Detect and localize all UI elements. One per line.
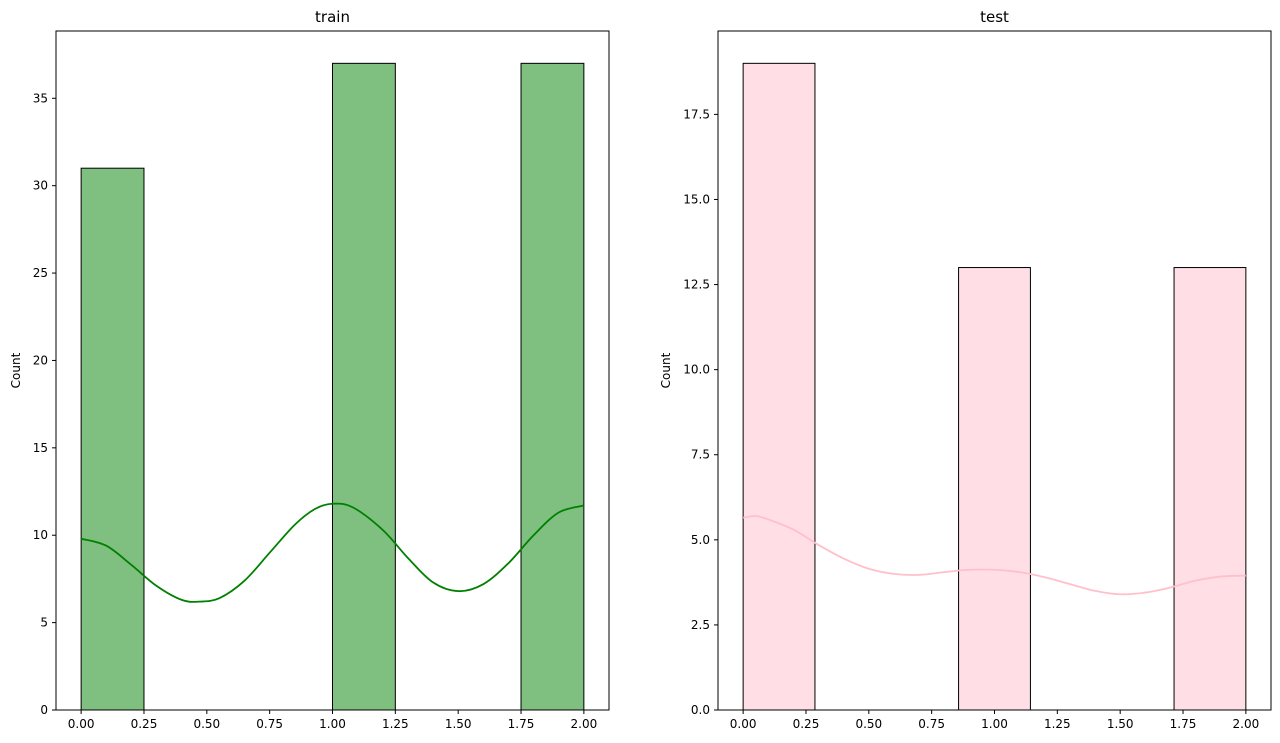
test-ytick-label-7: 17.5 [683, 107, 710, 121]
train-kde-line [80, 502, 585, 603]
train-bar-1 [332, 62, 396, 711]
train-y-axis-label: Count [9, 352, 23, 388]
test-ytick-label-6: 15.0 [683, 192, 710, 206]
test-xtick-label-5: 1.25 [1044, 717, 1071, 731]
test-xtick-label-4: 1.00 [981, 717, 1008, 731]
test-bar-1 [958, 267, 1031, 711]
test-ytick-label-2: 5.0 [691, 533, 710, 547]
train-xtick-label-1: 0.25 [131, 717, 158, 731]
train-ytick-label-3: 15 [33, 441, 48, 455]
train-xtick-label-0: 0.00 [68, 717, 95, 731]
test-ytick-label-3: 7.5 [691, 448, 710, 462]
train-xtick-label-3: 0.75 [256, 717, 283, 731]
test-xtick-label-6: 1.50 [1107, 717, 1134, 731]
test-y-axis-label: Count [659, 352, 673, 388]
train-xtick-label-6: 1.50 [445, 717, 472, 731]
test-kde-line [742, 515, 1246, 596]
train-panel: 0.00 0.25 0.50 0.75 1.00 1.25 1.50 1.75 2.00 0 5 10… [9, 8, 610, 731]
train-ytick-label-1: 5 [40, 616, 48, 630]
train-xtick-label-5: 1.25 [382, 717, 409, 731]
train-xtick-label-4: 1.00 [319, 717, 346, 731]
train-ytick-label-0: 0 [40, 703, 48, 717]
test-title: test [980, 8, 1009, 26]
test-ytick-label-5: 12.5 [683, 278, 710, 292]
test-xtick-label-7: 1.75 [1170, 717, 1197, 731]
test-ytick-label-1: 2.5 [691, 618, 710, 632]
train-bar-0 [80, 167, 145, 711]
train-ytick-label-7: 35 [33, 91, 48, 105]
train-xtick-label-8: 2.00 [571, 717, 598, 731]
train-ytick-label-5: 25 [33, 266, 48, 280]
test-xtick-label-2: 0.50 [855, 717, 882, 731]
train-ytick-label-6: 30 [33, 179, 48, 193]
train-title: train [315, 8, 350, 26]
test-xtick-label-0: 0.00 [730, 717, 757, 731]
train-ytick-label-2: 10 [33, 528, 48, 542]
train-ytick-label-4: 20 [33, 353, 48, 367]
test-xtick-label-1: 0.25 [793, 717, 820, 731]
test-xtick-label-8: 2.00 [1233, 717, 1260, 731]
test-bar-2 [1173, 267, 1247, 711]
test-ytick-label-4: 10.0 [683, 363, 710, 377]
test-bar-0 [742, 62, 816, 711]
train-bar-2 [520, 62, 585, 711]
train-xtick-label-7: 1.75 [508, 717, 535, 731]
test-panel: 0.00 0.25 0.50 0.75 1.00 1.25 1.50 1.75 2.00 0.0 2… [659, 8, 1272, 731]
test-ytick-label-0: 0.0 [691, 703, 710, 717]
train-xtick-label-2: 0.50 [193, 717, 220, 731]
test-xtick-label-3: 0.75 [918, 717, 945, 731]
